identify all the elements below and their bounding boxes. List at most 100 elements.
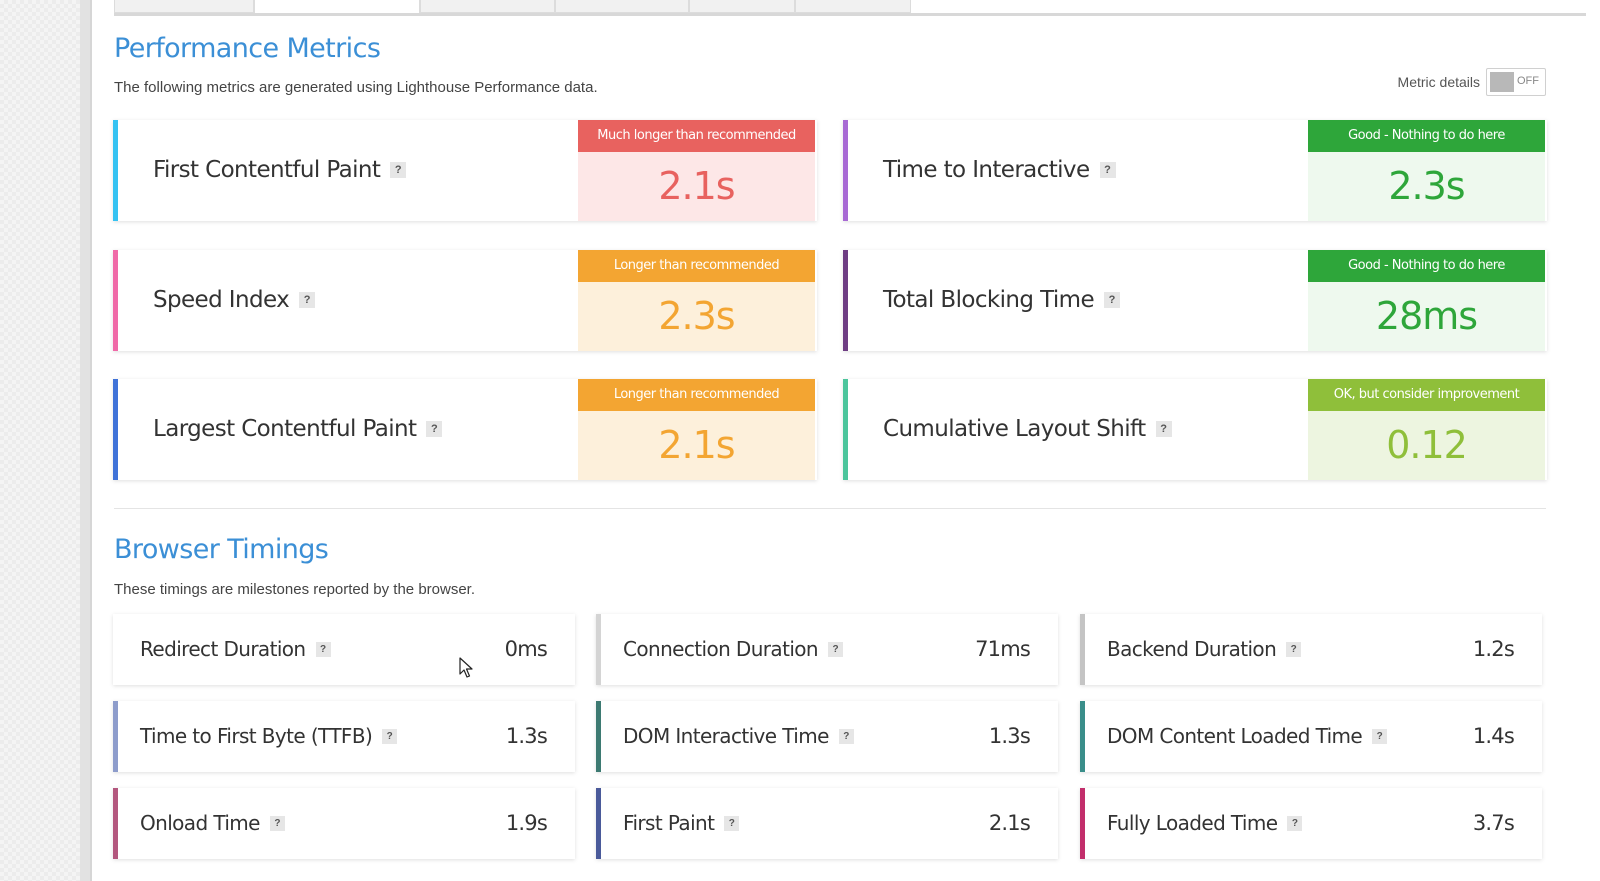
metric-value: 2.1s xyxy=(578,152,815,221)
tab-4[interactable] xyxy=(555,0,689,13)
metric-value: 28ms xyxy=(1308,282,1545,351)
metric-accent-bar xyxy=(843,379,848,480)
timing-name: DOM Interactive Time? xyxy=(623,724,854,748)
metric-card-cumulative-layout-shift: Cumulative Layout Shift? OK, but conside… xyxy=(843,379,1547,480)
timing-name: Onload Time? xyxy=(140,811,285,835)
metric-name: Total Blocking Time? xyxy=(883,287,1120,313)
tab-performance[interactable] xyxy=(254,0,420,16)
timing-card-dom-interactive-time: DOM Interactive Time? 1.3s xyxy=(596,701,1058,772)
question-mark-icon[interactable]: ? xyxy=(1155,421,1172,437)
question-mark-icon[interactable]: ? xyxy=(1286,641,1302,657)
question-mark-icon[interactable]: ? xyxy=(1372,728,1388,744)
timing-name-text: DOM Content Loaded Time xyxy=(1107,724,1363,748)
page-gutter-border xyxy=(80,0,92,881)
browser-timings-description: These timings are milestones reported by… xyxy=(114,581,476,598)
browser-timings-title: Browser Timings xyxy=(114,534,329,565)
metric-details-label: Metric details xyxy=(1397,74,1480,90)
grade-label: Good - Nothing to do here xyxy=(1308,250,1545,282)
toggle-knob xyxy=(1490,72,1514,92)
timing-name-text: Time to First Byte (TTFB) xyxy=(140,724,373,748)
tab-5[interactable] xyxy=(689,0,795,13)
grade-label: OK, but consider improvement xyxy=(1308,379,1545,411)
metric-name-text: Speed Index xyxy=(153,287,290,313)
timing-value: 1.3s xyxy=(505,724,548,748)
question-mark-icon[interactable]: ? xyxy=(315,641,331,657)
metric-grade: Good - Nothing to do here 2.3s xyxy=(1308,120,1545,221)
timing-accent-bar xyxy=(113,701,118,772)
tab-1[interactable] xyxy=(114,0,254,13)
tab-6[interactable] xyxy=(795,0,911,13)
metric-details-toggle[interactable]: OFF xyxy=(1486,68,1546,96)
metric-grade: OK, but consider improvement 0.12 xyxy=(1308,379,1545,480)
metric-value: 2.3s xyxy=(1308,152,1545,221)
question-mark-icon[interactable]: ? xyxy=(724,815,740,831)
metric-accent-bar xyxy=(113,120,118,221)
page-background-gutter xyxy=(0,0,80,881)
timing-card-fully-loaded-time: Fully Loaded Time? 3.7s xyxy=(1080,788,1542,859)
timing-name: Redirect Duration? xyxy=(140,637,331,661)
question-mark-icon[interactable]: ? xyxy=(269,815,285,831)
metric-value: 2.3s xyxy=(578,282,815,351)
metric-name: Cumulative Layout Shift? xyxy=(883,416,1172,442)
timing-accent-bar xyxy=(1080,788,1085,859)
metric-grade: Much longer than recommended 2.1s xyxy=(578,120,815,221)
toggle-state: OFF xyxy=(1517,75,1539,87)
timing-name-text: Backend Duration xyxy=(1107,637,1277,661)
question-mark-icon[interactable]: ? xyxy=(1104,292,1120,308)
metric-name-text: Time to Interactive xyxy=(883,157,1090,183)
tab-3[interactable] xyxy=(420,0,555,13)
metric-accent-bar xyxy=(843,120,848,221)
timing-accent-bar xyxy=(113,614,118,685)
timing-card-dom-content-loaded-time: DOM Content Loaded Time? 1.4s xyxy=(1080,701,1542,772)
grade-label: Good - Nothing to do here xyxy=(1308,120,1545,152)
timing-value: 71ms xyxy=(975,637,1031,661)
metric-accent-bar xyxy=(113,379,118,480)
timing-accent-bar xyxy=(1080,614,1085,685)
metric-accent-bar xyxy=(843,250,848,351)
metric-name: First Contentful Paint? xyxy=(153,157,407,183)
timing-name-text: DOM Interactive Time xyxy=(623,724,829,748)
timing-name-text: Connection Duration xyxy=(623,637,819,661)
question-mark-icon[interactable]: ? xyxy=(382,728,398,744)
timing-name-text: Redirect Duration xyxy=(140,637,306,661)
metric-card-first-contentful-paint: First Contentful Paint? Much longer than… xyxy=(113,120,817,221)
grade-label: Longer than recommended xyxy=(578,250,815,282)
report-tabs xyxy=(114,0,1586,16)
timing-name: DOM Content Loaded Time? xyxy=(1107,724,1388,748)
timing-name: Time to First Byte (TTFB)? xyxy=(140,724,398,748)
timing-card-onload-time: Onload Time? 1.9s xyxy=(113,788,575,859)
mouse-pointer-icon xyxy=(459,657,473,678)
question-mark-icon[interactable]: ? xyxy=(838,728,854,744)
section-divider xyxy=(114,508,1546,509)
grade-label: Much longer than recommended xyxy=(578,120,815,152)
metric-name-text: Largest Contentful Paint xyxy=(153,416,417,442)
question-mark-icon[interactable]: ? xyxy=(828,641,843,657)
metric-name: Time to Interactive? xyxy=(883,157,1116,183)
timing-value: 0ms xyxy=(504,637,548,661)
question-mark-icon[interactable]: ? xyxy=(390,162,407,178)
metric-name-text: Cumulative Layout Shift xyxy=(883,416,1146,442)
timing-name: Fully Loaded Time? xyxy=(1107,811,1303,835)
question-mark-icon[interactable]: ? xyxy=(1099,162,1116,178)
question-mark-icon[interactable]: ? xyxy=(426,421,443,437)
question-mark-icon[interactable]: ? xyxy=(1287,815,1303,831)
timing-value: 3.7s xyxy=(1472,811,1515,835)
timing-name-text: First Paint xyxy=(623,811,715,835)
metric-value: 2.1s xyxy=(578,411,815,480)
metric-accent-bar xyxy=(113,250,118,351)
performance-description: The following metrics are generated usin… xyxy=(114,79,598,96)
metric-card-time-to-interactive: Time to Interactive? Good - Nothing to d… xyxy=(843,120,1547,221)
metric-card-total-blocking-time: Total Blocking Time? Good - Nothing to d… xyxy=(843,250,1547,351)
timing-value: 1.2s xyxy=(1472,637,1515,661)
metric-card-largest-contentful-paint: Largest Contentful Paint? Longer than re… xyxy=(113,379,817,480)
timing-card-backend-duration: Backend Duration? 1.2s xyxy=(1080,614,1542,685)
question-mark-icon[interactable]: ? xyxy=(299,292,316,308)
metric-grade: Longer than recommended 2.3s xyxy=(578,250,815,351)
timing-accent-bar xyxy=(596,701,601,772)
timing-accent-bar xyxy=(596,788,601,859)
metric-details-toggle-group: Metric details OFF xyxy=(1398,68,1546,96)
metric-value: 0.12 xyxy=(1308,411,1545,480)
timing-value: 1.9s xyxy=(505,811,548,835)
timing-card-ttfb: Time to First Byte (TTFB)? 1.3s xyxy=(113,701,575,772)
metric-name: Speed Index? xyxy=(153,287,316,313)
